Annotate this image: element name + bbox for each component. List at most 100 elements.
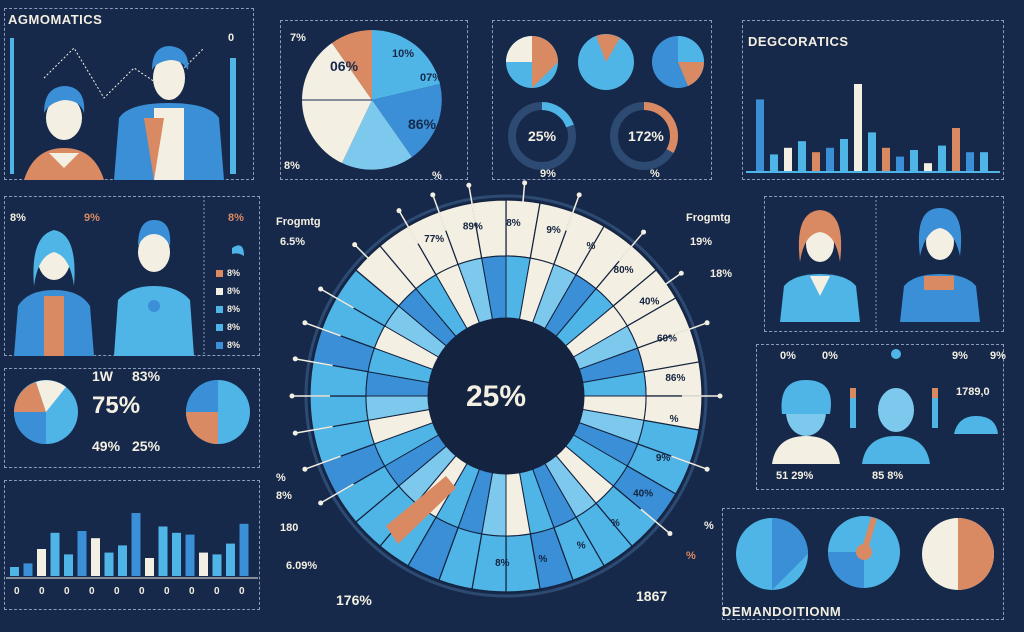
pointer-line [295,425,333,434]
pointer-line [304,455,341,470]
ring-label: % [538,554,547,565]
bar [226,543,235,576]
frame-top-pie [280,20,468,180]
pointer-line [671,455,708,470]
bar [770,154,778,172]
pie-label-3: 07% [420,72,443,84]
legend-item-5: 8% [216,340,240,350]
bar [37,549,46,576]
pointer-line [565,194,580,231]
center-value: 25% [466,380,527,413]
ring-label: % [577,540,586,551]
bar [172,532,181,576]
pies-bottom-right [736,516,994,590]
pointer-line [432,194,447,231]
people-illustration-right-stats [772,349,998,464]
tick-label: 0 [14,586,20,597]
stat-b: 25% [132,438,161,454]
bar [784,147,792,172]
donut-right-value: 172% [628,128,664,144]
side-label-right-4: % [704,520,714,532]
bar [966,152,974,172]
ring-label: % [670,414,679,425]
bar [50,532,60,576]
ring-label: 8% [506,218,521,229]
donut-under-right: % [650,168,660,180]
bar [798,141,806,172]
frame-right-stats [756,344,1004,490]
side-label-left-3: % [276,472,286,484]
tick-label: 0 [114,586,120,597]
ring-label: 80% [614,265,634,276]
ring-label: 77% [424,234,444,245]
bar-chart-top-right [746,84,1000,173]
right-stats-label-1: 0% [780,350,796,362]
ring-label: 60% [657,333,677,344]
bar [91,538,100,576]
people-illustration-left-mid [14,196,244,356]
side-label-right-5: % [686,550,696,562]
pie-bottom-right: % [432,170,442,182]
people-illustration-top-left [10,38,236,180]
stat-big: 75% [92,392,141,419]
bar [868,132,876,172]
pie-bottom-left: 8% [284,160,300,172]
pointer-line [398,210,419,244]
bar [23,563,33,576]
pie-label-2: 10% [392,48,415,60]
frame-bottom-left [4,480,260,610]
bar [212,554,222,576]
pointer-line [520,182,526,221]
ring-label: 89% [463,221,483,232]
title-top-left: AGMOMATICS [8,12,103,27]
right-stats-num-3: 85 8% [872,470,904,482]
left-mid-label-1: 8% [10,212,26,224]
tick-label: 0 [214,586,220,597]
stat-small: 83% [132,368,161,384]
legend-item-2: 8% [216,286,240,296]
pies-left-stats [14,380,250,444]
pointer-line [295,358,333,367]
bar [10,567,19,576]
radial-chart-center: 77% 89% 8% 9%% 80% 40% 60% 86%% 9% 40%%%% 8% [289,180,723,598]
pointer-line [640,508,671,535]
side-label-right-3: 18% [710,268,733,280]
bar [896,156,904,172]
side-label-left-4: 8% [276,490,292,502]
frame-right-profiles [764,196,1004,332]
side-label-left-2: 6.5% [280,236,306,248]
ring-label: % [587,241,596,252]
side-label-right-2: 19% [690,236,713,248]
side-label-right-1: Frogmtg [686,212,731,224]
title-bottom-right: DEMANDOITIONM [722,604,842,619]
bottom-center-left: 176% [336,592,372,608]
legend-item-1: 8% [216,268,240,278]
left-mid-label-3: 8% [228,212,244,224]
bar [199,552,208,576]
side-label-left-6: 6.09% [286,560,318,572]
bar [910,150,918,172]
bar [840,139,848,172]
stat-top: 1W [92,368,113,384]
left-mid-label-2: 9% [84,212,100,224]
pie-label-1: 06% [330,58,359,74]
pointer-line [320,288,354,309]
bottom-center-right: 1867 [636,588,668,604]
pointer-line [671,322,708,337]
pointer-line [320,483,354,504]
bar [131,513,141,576]
legend-item-4: 8% [216,322,240,332]
right-stats-label-2: 0% [822,350,838,362]
pointer-line [618,231,645,262]
bar [158,526,168,576]
bar [756,99,764,172]
side-label-left-5: 180 [280,522,299,534]
bar [185,534,195,576]
pointer-line [304,322,341,337]
right-stats-label-3: 9% [952,350,968,362]
right-stats-num-2: 51 29% [776,470,814,482]
ring-label: 9% [546,225,561,236]
frame-left-stats [4,368,260,468]
bar [980,152,988,172]
stat-a: 49% [92,438,121,454]
